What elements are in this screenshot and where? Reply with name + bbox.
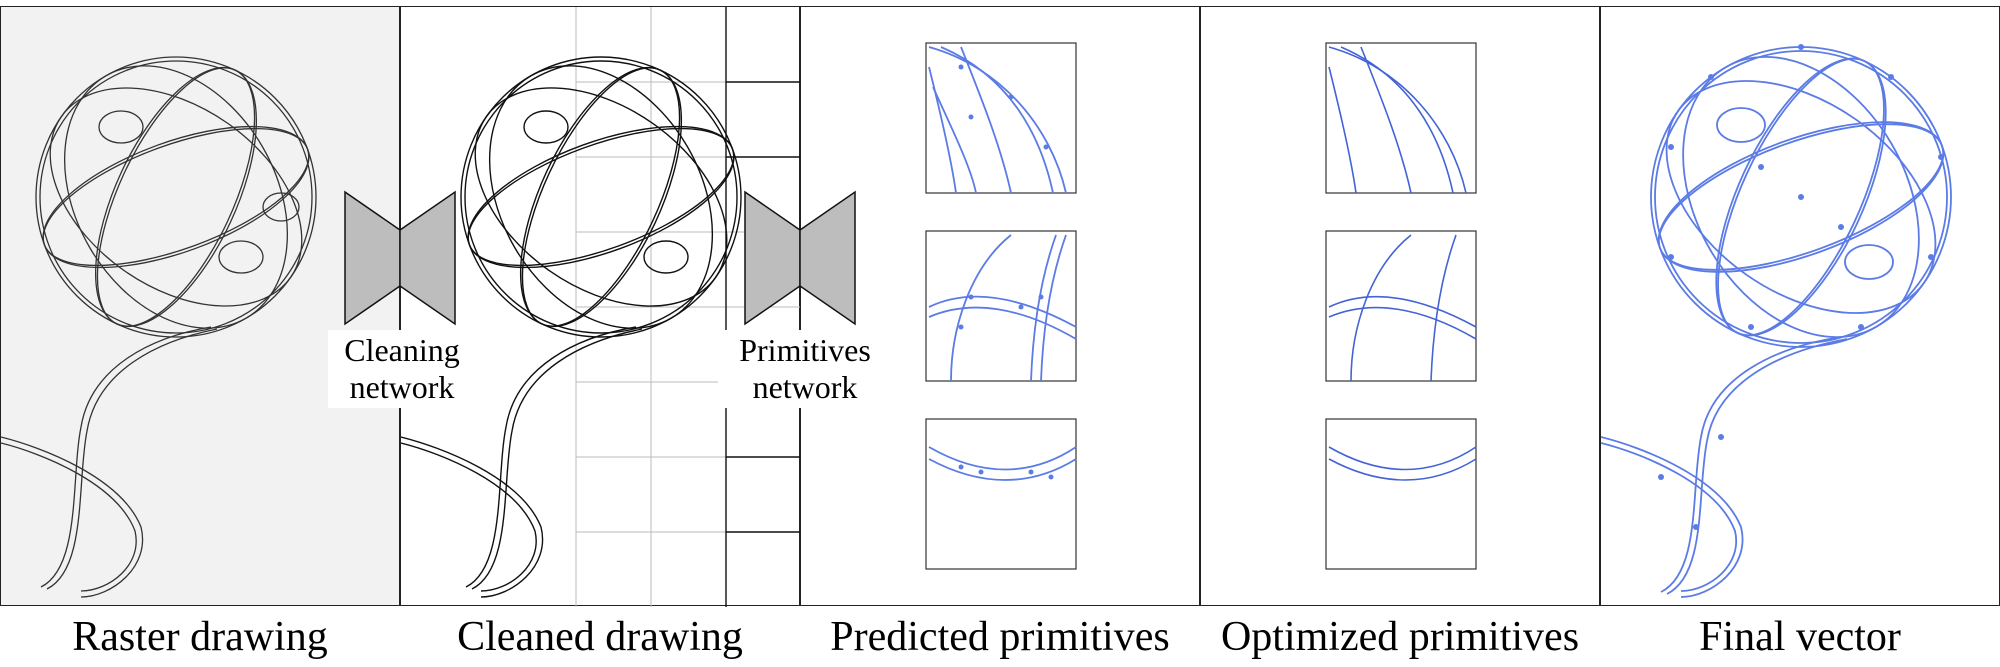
primitives-network-icon [744,190,856,326]
caption-optimized-primitives: Optimized primitives [1220,614,1580,660]
final-vector-sphere [1601,44,1952,598]
caption-cleaned-drawing: Cleaned drawing [457,614,743,660]
patch-3 [1325,418,1477,570]
optimized-primitives-panel [1200,6,1600,606]
cleaning-network-label-line1: Cleaning [344,332,460,368]
patch-2 [925,230,1077,382]
cleaned-drawing-panel [400,6,801,607]
final-vector-panel [1600,6,2000,606]
patch-1 [925,42,1077,194]
caption-final-vector: Final vector [1699,614,1901,660]
cleaning-network-label: Cleaning network [328,330,476,408]
caption-raster-drawing: Raster drawing [72,614,328,660]
patch-1 [1325,42,1477,194]
predicted-patches [925,42,1077,570]
optimized-patches [1325,42,1477,570]
patch-2 [1325,230,1477,382]
predicted-primitives-panel [800,6,1200,606]
primitives-network-label: Primitives network [718,330,892,408]
cleaning-network-icon [344,190,456,326]
raster-drawing-panel [0,6,400,606]
primitives-network-label-line1: Primitives [739,332,871,368]
cleaning-network-label-line2: network [349,368,455,405]
patch-3 [925,418,1077,570]
cleaned-sphere-sketch [401,7,801,607]
raster-sphere-sketch [1,56,317,598]
caption-predicted-primitives: Predicted primitives [830,614,1170,660]
primitives-network-label-line2: network [752,368,858,405]
